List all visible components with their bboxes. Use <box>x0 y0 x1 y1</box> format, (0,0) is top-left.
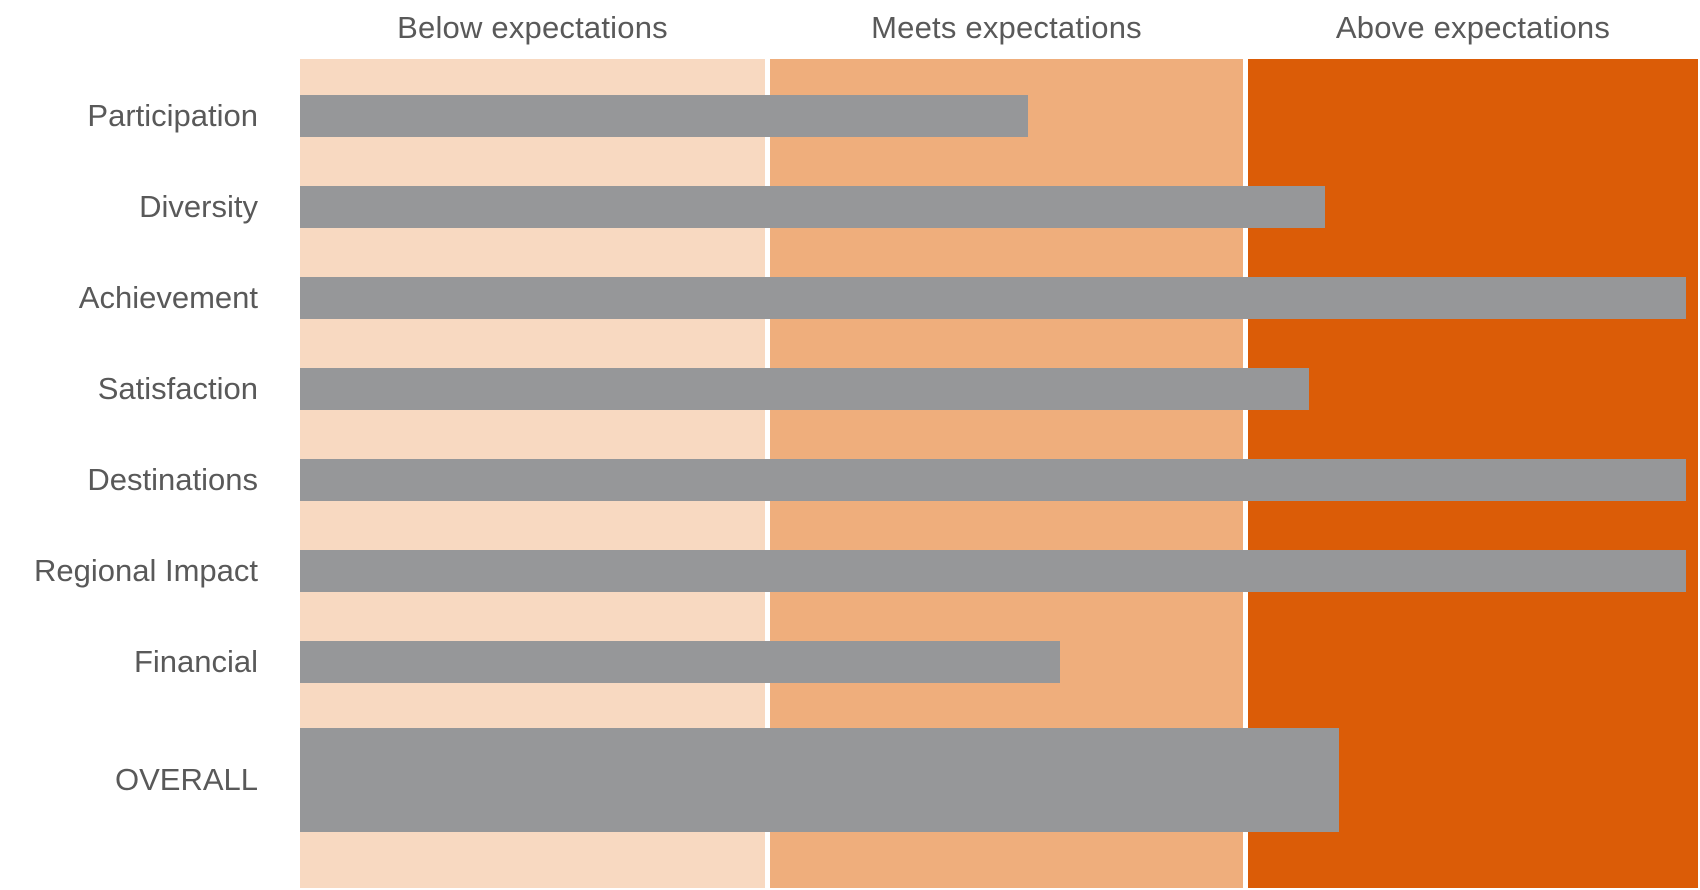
category-label-participation: Participation <box>87 98 258 133</box>
bar-destinations <box>300 459 1686 501</box>
zone-header-above-expectations: Above expectations <box>1335 10 1611 45</box>
category-label-regional-impact: Regional Impact <box>33 553 258 588</box>
bar-satisfaction <box>300 368 1309 410</box>
category-label-satisfaction: Satisfaction <box>97 371 258 406</box>
bar-achievement <box>300 277 1686 319</box>
zone-header-meets-expectations: Meets expectations <box>871 10 1142 45</box>
category-label-achievement: Achievement <box>78 280 258 315</box>
bar-diversity <box>300 186 1325 228</box>
plot-area <box>300 59 1698 888</box>
bar-participation <box>300 95 1028 137</box>
bar-regional-impact <box>300 550 1686 592</box>
bar-overall <box>300 728 1339 832</box>
category-label-destinations: Destinations <box>87 462 258 497</box>
category-label-diversity: Diversity <box>139 189 258 224</box>
bar-financial <box>300 641 1060 683</box>
zone-header-below-expectations: Below expectations <box>397 10 668 45</box>
category-label-overall: OVERALL <box>114 762 258 797</box>
category-label-financial: Financial <box>133 644 258 679</box>
